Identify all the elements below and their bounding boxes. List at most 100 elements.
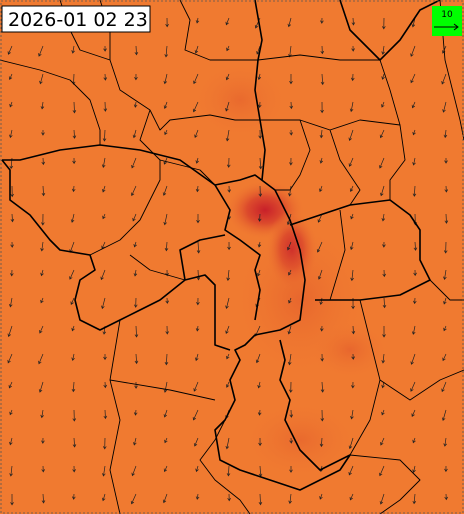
wind-arrow (319, 493, 323, 500)
wind-arrow (103, 409, 108, 420)
wind-arrow (165, 17, 169, 28)
wind-arrow (350, 409, 354, 420)
wind-arrow (101, 493, 106, 502)
wind-arrows (7, 17, 449, 506)
wind-arrow (381, 73, 385, 80)
wind-arrow (163, 465, 168, 473)
wind-arrow (9, 465, 13, 477)
wind-arrow (287, 353, 292, 366)
wind-arrow (9, 129, 13, 139)
wind-arrow (381, 101, 385, 108)
wind-arrow (162, 185, 168, 196)
wind-arrow (195, 353, 199, 362)
wind-arrow (196, 269, 201, 281)
wind-arrow (412, 437, 416, 444)
wind-arrow (71, 381, 76, 393)
wind-arrow (380, 437, 385, 446)
wind-arrow (257, 409, 262, 416)
wind-arrow (10, 269, 14, 277)
wind-arrow (349, 185, 354, 192)
wind-arrow (38, 353, 44, 365)
wind-arrow (444, 157, 448, 164)
wind-arrow (227, 185, 231, 193)
wind-arrow (38, 45, 44, 57)
wind-arrow (225, 297, 230, 310)
wind-arrow (163, 73, 168, 85)
wind-arrow (258, 129, 262, 139)
wind-arrow (192, 409, 199, 421)
wind-arrow (226, 157, 231, 168)
wind-arrow (10, 241, 14, 248)
wind-arrow (257, 269, 261, 277)
wind-arrow (9, 437, 13, 446)
wind-arrow (320, 45, 325, 55)
wind-arrow (41, 465, 45, 473)
wind-arrow (319, 297, 323, 306)
wind-arrow (163, 409, 168, 418)
wind-arrow (413, 269, 417, 277)
wind-arrow (351, 353, 355, 360)
wind-arrow (7, 45, 13, 55)
wind-arrow (165, 325, 170, 335)
wind-arrow (162, 493, 168, 504)
wind-arrow (164, 45, 168, 58)
warm-area (240, 400, 360, 480)
wind-arrow (288, 381, 293, 393)
wind-arrow (134, 325, 139, 338)
wind-arrow (72, 101, 77, 114)
wind-arrow (70, 213, 75, 223)
wind-arrow (320, 409, 325, 422)
wind-arrow (289, 409, 294, 418)
wind-arrow (9, 101, 13, 108)
wind-arrow (7, 325, 13, 338)
wind-arrow (195, 325, 200, 332)
wind-arrow (194, 45, 199, 54)
wind-arrow (196, 213, 200, 224)
wind-arrow (380, 185, 385, 197)
wind-arrow (134, 45, 139, 56)
wind-arrow (102, 213, 106, 220)
wind-arrow (410, 381, 416, 392)
wind-arrow (442, 353, 447, 362)
wind-arrow (411, 101, 416, 109)
wind-arrow (287, 325, 292, 335)
wind-arrow (441, 73, 447, 85)
wind-arrow (320, 101, 324, 114)
wind-arrow (412, 185, 417, 197)
wind-arrow (225, 17, 230, 26)
wind-arrow (225, 437, 230, 450)
wind-arrow (40, 101, 45, 110)
wind-arrow (288, 185, 292, 197)
wind-arrow (226, 45, 230, 52)
wind-arrow (196, 297, 200, 306)
wind-arrow (72, 465, 76, 473)
wind-arrow (317, 269, 323, 280)
wind-arrow (381, 213, 386, 222)
wind-arrow (72, 157, 76, 165)
wind-arrow (226, 465, 231, 477)
wind-arrow (255, 353, 261, 364)
wind-arrow (443, 325, 447, 332)
wind-arrow (288, 297, 292, 304)
wind-arrow (382, 17, 386, 30)
wind-arrow (8, 381, 13, 389)
wind-arrow (320, 353, 324, 362)
wind-arrow (316, 241, 323, 253)
wind-arrow (134, 73, 138, 81)
wind-arrow (441, 409, 447, 422)
wind-arrow (257, 73, 262, 81)
wind-arrow (102, 185, 106, 193)
wind-arrow (254, 17, 261, 29)
wind-arrow (163, 101, 168, 109)
timestamp-box (1, 5, 151, 33)
wind-arrow (443, 129, 448, 139)
wind-arrow (289, 73, 293, 85)
wind-arrow (193, 381, 199, 392)
wind-arrow (40, 297, 44, 304)
wind-arrow (382, 269, 387, 278)
wind-arrow (381, 45, 385, 55)
wind-arrow (133, 297, 138, 308)
wind-arrow (348, 157, 354, 167)
warm-area (310, 320, 390, 380)
